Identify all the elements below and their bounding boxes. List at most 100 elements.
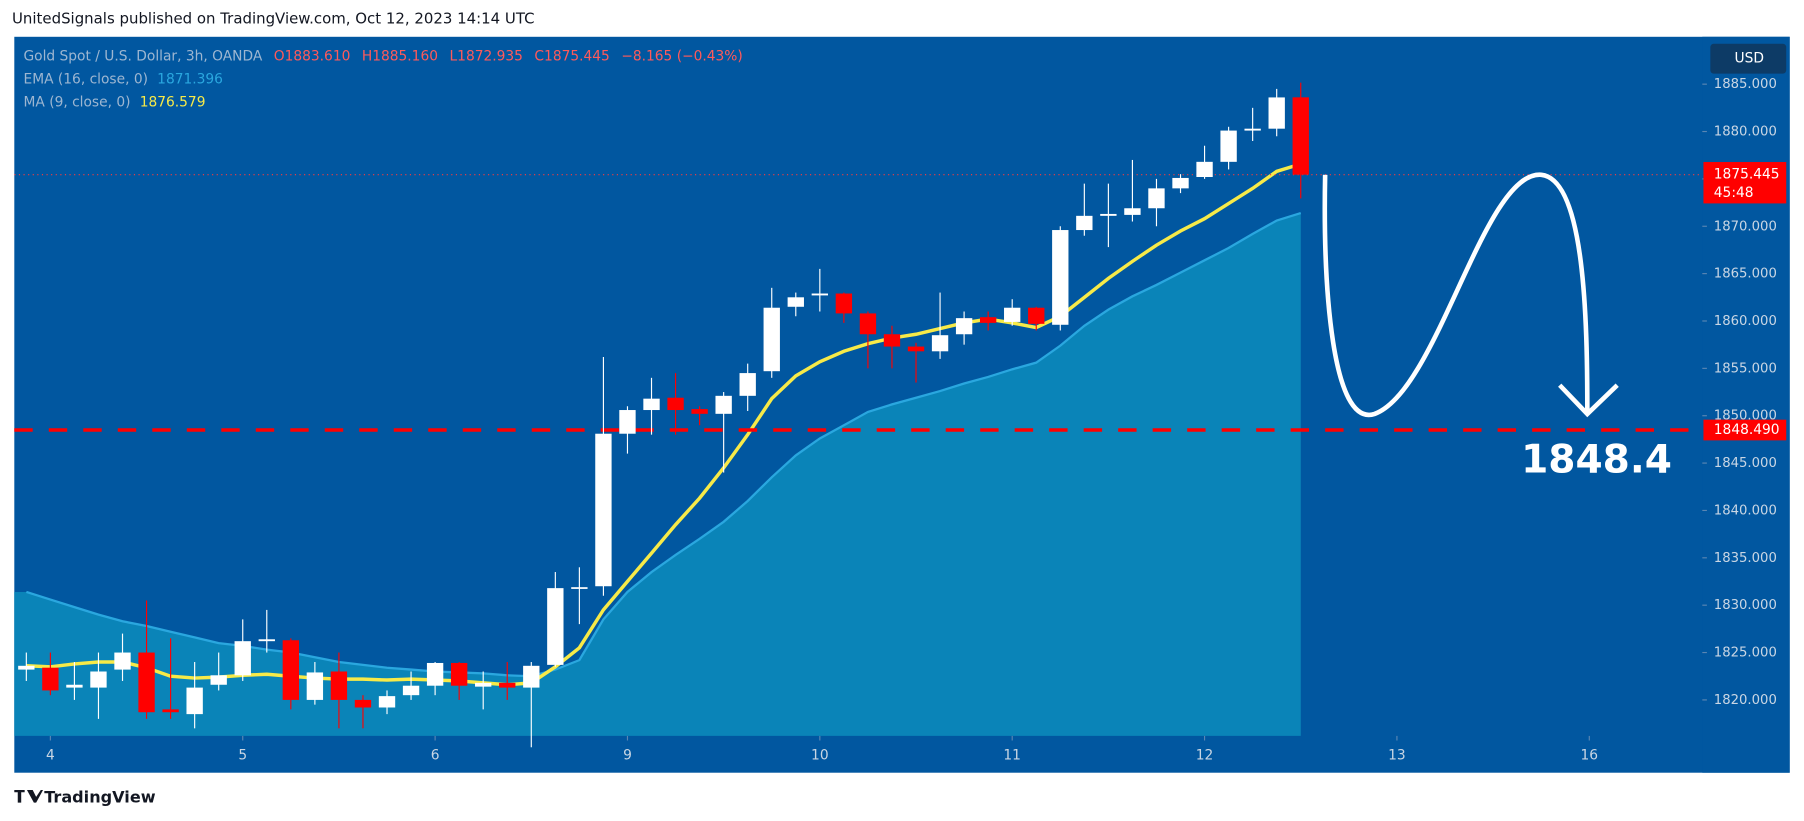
candle-body <box>1148 188 1165 209</box>
candle-body <box>619 410 636 434</box>
countdown: 45:48 <box>1714 185 1754 201</box>
currency-button[interactable] <box>1710 43 1787 74</box>
candle-body <box>1028 307 1045 324</box>
candle-body <box>1052 230 1069 325</box>
candle-body <box>234 641 251 676</box>
last-price-label: 1875.445 <box>1714 167 1780 183</box>
indicator-line <box>26 162 1302 687</box>
candle-body <box>523 665 540 688</box>
x-tick-label: 4 <box>46 747 55 763</box>
x-tick-label: 10 <box>811 747 829 763</box>
candle-body <box>763 307 780 372</box>
candle-body <box>907 346 925 352</box>
x-tick-label: 9 <box>623 747 632 763</box>
candle-body <box>378 696 396 708</box>
candle-body <box>138 652 155 713</box>
indicator-area <box>14 213 1301 736</box>
candle-body <box>1004 307 1021 322</box>
plot: 1820.000 1825.000 1830.000 1835.000 1840.000… <box>14 36 1790 773</box>
candle-body <box>450 662 468 686</box>
y-tick-label: 1830.000 <box>1714 598 1777 613</box>
candle-body <box>499 682 516 688</box>
candle-body <box>787 297 804 307</box>
candle-body <box>811 293 829 296</box>
candle-body <box>330 671 348 700</box>
candle-body <box>1076 215 1093 231</box>
candle-body <box>1268 97 1285 129</box>
y-tick-label: 1865.000 <box>1714 267 1777 282</box>
y-tick-label: 1860.000 <box>1714 314 1777 329</box>
y-tick-label: 1825.000 <box>1714 646 1777 661</box>
level-label: 1848.490 <box>1714 422 1780 438</box>
indicator-value: 1876.579 <box>140 94 206 110</box>
candle-body <box>955 318 973 335</box>
x-tick-label: 12 <box>1196 747 1214 763</box>
candle-body <box>66 684 83 688</box>
x-tick-label: 16 <box>1581 747 1599 763</box>
candle-body <box>1292 97 1309 175</box>
candle-body <box>186 687 203 715</box>
ohlc-value: C1875.445 <box>534 48 609 64</box>
annotation: 1848.4 <box>1521 438 1672 483</box>
candle-body <box>18 665 35 670</box>
candle-body <box>1100 213 1117 216</box>
candle-body <box>210 675 227 685</box>
candle-body <box>162 709 179 713</box>
candle-body <box>306 672 324 700</box>
footer: TradingView <box>44 788 156 807</box>
candle-body <box>739 373 756 396</box>
candle-body <box>354 699 372 708</box>
candle-body <box>715 395 732 414</box>
indicator-value: 1871.396 <box>157 71 223 87</box>
candle-body <box>859 313 877 335</box>
forecast-arrow <box>1322 172 1590 418</box>
y-tick-label: 1880.000 <box>1714 125 1777 140</box>
candle-body <box>979 317 997 323</box>
candle-body <box>1244 128 1261 131</box>
candle-body <box>42 667 59 691</box>
candle-body <box>1220 130 1237 162</box>
price-axis <box>1702 36 1790 773</box>
tv-logo <box>14 789 44 803</box>
candle-body <box>931 335 949 352</box>
candle-body <box>426 662 444 686</box>
candle-body <box>883 334 901 347</box>
y-tick-label: 1855.000 <box>1714 361 1777 376</box>
y-tick-label: 1845.000 <box>1714 456 1777 471</box>
candle-body <box>667 397 684 411</box>
header: UnitedSignals published on TradingView.c… <box>12 10 535 28</box>
level-box <box>1703 419 1787 441</box>
ohlc-value: L1872.935 <box>450 48 523 64</box>
candle-body <box>643 398 660 411</box>
candle-body <box>835 293 853 314</box>
candle-body <box>282 640 300 700</box>
x-tick-label: 6 <box>431 747 440 763</box>
candle-body <box>1196 161 1213 177</box>
indicator-name: EMA (16, close, 0) <box>24 71 148 87</box>
ohlc-value: O1883.610 <box>274 48 351 64</box>
y-tick-label: 1820.000 <box>1714 693 1777 708</box>
legend-title: Gold Spot / U.S. Dollar, 3h, OANDA <box>24 48 263 64</box>
y-tick-label: 1870.000 <box>1714 219 1777 234</box>
x-tick-label: 11 <box>1003 747 1021 763</box>
y-tick-label: 1835.000 <box>1714 551 1777 566</box>
candle-body <box>595 433 612 587</box>
currency-label: USD <box>1734 51 1763 67</box>
candle-body <box>258 639 275 642</box>
y-tick-label: 1885.000 <box>1714 77 1777 92</box>
last-price-box <box>1703 162 1787 204</box>
candle-body <box>1172 177 1189 189</box>
legend: Gold Spot / U.S. Dollar, 3h, OANDA O1883.… <box>24 48 743 110</box>
x-tick-label: 5 <box>238 747 247 763</box>
candle-body <box>691 409 708 414</box>
x-tick-label: 13 <box>1388 747 1406 763</box>
candle-body <box>571 587 588 589</box>
indicator-name: MA (9, close, 0) <box>24 94 131 110</box>
candle-body <box>114 652 131 670</box>
candle-body <box>475 682 492 687</box>
candle-body <box>90 671 107 688</box>
arrow-head <box>1558 383 1619 418</box>
candle-body <box>547 588 564 665</box>
change-value: −8.165 (−0.43%) <box>621 48 742 64</box>
